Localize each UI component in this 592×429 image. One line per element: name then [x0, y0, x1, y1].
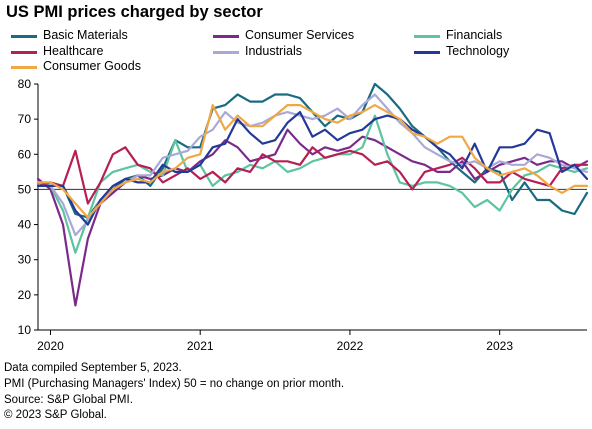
y-tick-label: 10: [18, 323, 32, 337]
series-line-financials: [36, 114, 589, 254]
legend-label: Industrials: [245, 44, 302, 58]
legend-swatch: [11, 35, 37, 38]
y-tick-label: 40: [18, 218, 32, 232]
legend-label: Healthcare: [43, 44, 104, 58]
footnote-source: Source: S&P Global PMI.: [4, 394, 133, 406]
x-tick-label: 2021: [187, 339, 214, 353]
x-tick-label: 2020: [37, 339, 64, 353]
series-line-consumer-goods: [36, 103, 589, 219]
footnote-copyright: © 2023 S&P Global.: [4, 409, 107, 421]
chart-title: US PMI prices charged by sector: [6, 3, 263, 21]
y-tick-label: 60: [18, 147, 32, 161]
y-tick-label: 80: [18, 77, 32, 91]
legend-swatch: [414, 35, 440, 38]
x-tick-label: 2023: [486, 339, 513, 353]
series-line-industrials: [36, 93, 589, 237]
legend-swatch: [11, 51, 37, 54]
footnote-data-compiled: Data compiled September 5, 2023.: [4, 362, 182, 374]
legend-label: Financials: [446, 28, 503, 42]
chart-legend: Basic Materials Consumer Services Financ…: [0, 0, 592, 80]
y-tick-label: 70: [18, 112, 32, 126]
series-line-consumer-services: [36, 128, 589, 307]
series-line-healthcare: [36, 146, 589, 205]
y-tick-label: 20: [18, 288, 32, 302]
legend-label: Consumer Goods: [43, 59, 141, 73]
legend-swatch: [213, 35, 239, 38]
legend-swatch: [414, 51, 440, 54]
legend-label: Technology: [446, 44, 510, 58]
x-tick-label: 2022: [337, 339, 364, 353]
y-tick-label: 30: [18, 253, 32, 267]
series-line-technology: [36, 110, 589, 226]
y-tick-label: 50: [18, 182, 32, 196]
legend-label: Consumer Services: [245, 28, 355, 42]
footnote-pmi-definition: PMI (Purchasing Managers' Index) 50 = no…: [4, 378, 345, 390]
legend-label: Basic Materials: [43, 28, 128, 42]
legend-swatch: [213, 51, 239, 54]
legend-swatch: [11, 66, 37, 69]
